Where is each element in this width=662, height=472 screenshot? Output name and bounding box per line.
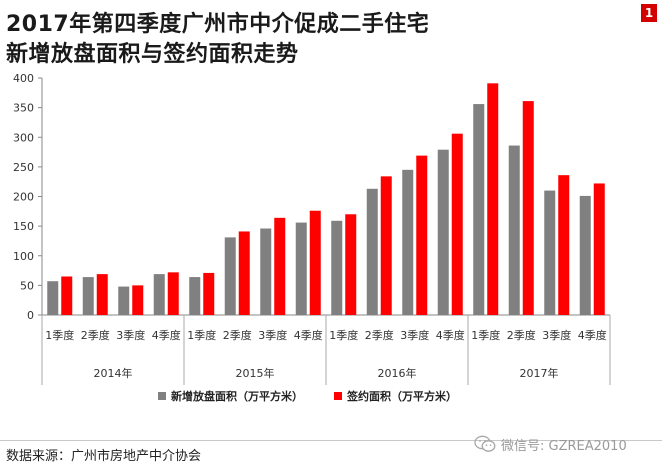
y-tick-label: 0	[27, 309, 34, 322]
data-source-note: 数据来源：广州市房地产中介协会	[6, 449, 202, 464]
wechat-icon	[474, 435, 496, 452]
y-tick-label: 350	[13, 102, 34, 115]
bar-series-1	[544, 190, 556, 315]
bar-series-2	[167, 272, 179, 315]
bar-series-1	[473, 104, 485, 315]
bar-series-2	[309, 210, 321, 315]
bar-series-1	[47, 281, 59, 315]
x-tick-label: 3季度	[400, 328, 429, 342]
bar-series-2	[61, 276, 73, 315]
x-tick-label: 2季度	[81, 328, 110, 342]
year-group-label: 2015年	[236, 366, 275, 380]
x-tick-label: 3季度	[116, 328, 145, 342]
bar-series-1	[82, 277, 94, 315]
footer-divider	[0, 440, 662, 441]
bar-series-1	[402, 169, 414, 315]
bar-series-1	[224, 237, 236, 315]
x-tick-label: 4季度	[294, 328, 323, 342]
x-tick-label: 1季度	[471, 328, 500, 342]
x-tick-label: 4季度	[152, 328, 181, 342]
bar-series-1	[189, 277, 201, 315]
bar-series-1	[508, 145, 520, 315]
x-tick-label: 4季度	[436, 328, 465, 342]
x-tick-label: 2季度	[223, 328, 252, 342]
y-tick-label: 150	[13, 220, 34, 233]
bar-series-2	[132, 285, 144, 315]
bar-series-1	[118, 286, 130, 315]
y-tick-label: 300	[13, 131, 34, 144]
bar-series-1	[437, 149, 449, 315]
x-tick-label: 1季度	[329, 328, 358, 342]
bar-chart: 0 50 100 150 200 250 300 350 400 1季度 2季度 3季度 4季度 1季度 2…	[13, 72, 611, 403]
x-tick-label: 1季度	[187, 328, 216, 342]
x-tick-label: 2季度	[507, 328, 536, 342]
bar-series-2	[380, 176, 392, 315]
x-tick-label: 3季度	[542, 328, 571, 342]
chart-title-line-1: 2017年第四季度广州市中介促成二手住宅	[6, 12, 430, 37]
x-tick-label: 4季度	[578, 328, 607, 342]
chart-title-line-2: 新增放盘面积与签约面积走势	[6, 42, 299, 67]
legend-swatch-series-2	[334, 392, 342, 400]
bar-series-2	[96, 274, 108, 315]
year-group-label: 2017年	[520, 366, 559, 380]
bar-series-1	[260, 228, 272, 315]
bar-series-2	[238, 231, 250, 315]
y-tick-label: 100	[13, 250, 34, 263]
bar-series-1	[295, 222, 307, 315]
bar-series-2	[203, 272, 215, 315]
bar-series-2	[593, 183, 605, 315]
x-tick-label: 3季度	[258, 328, 287, 342]
page-number-badge: 1	[641, 4, 657, 22]
bar-series-2	[451, 133, 463, 315]
bar-series-1	[153, 274, 165, 315]
bar-series-1	[579, 195, 591, 315]
y-tick-label: 50	[20, 279, 34, 292]
year-group-label: 2014年	[94, 366, 133, 380]
wechat-id-text: 微信号: GZREA2010	[501, 438, 627, 454]
legend-swatch-series-1	[158, 392, 166, 400]
bar-series-2	[558, 175, 570, 315]
bar-series-1	[366, 188, 378, 315]
bar-series-2	[345, 214, 357, 315]
bar-series-2	[274, 217, 286, 315]
x-tick-label: 2季度	[365, 328, 394, 342]
y-tick-label: 250	[13, 161, 34, 174]
y-tick-label: 400	[13, 72, 34, 85]
bar-series-2	[487, 83, 499, 316]
legend-label-series-1: 新增放盘面积（万平方米）	[171, 389, 303, 403]
x-tick-label: 1季度	[45, 328, 74, 342]
legend-label-series-2: 签约面积（万平方米）	[346, 389, 457, 403]
bar-series-2	[522, 101, 534, 315]
bar-series-2	[416, 155, 428, 315]
y-tick-label: 200	[13, 191, 34, 204]
wechat-watermark: 微信号: GZREA2010	[474, 433, 627, 455]
year-group-label: 2016年	[378, 366, 417, 380]
bar-series-1	[331, 220, 343, 315]
